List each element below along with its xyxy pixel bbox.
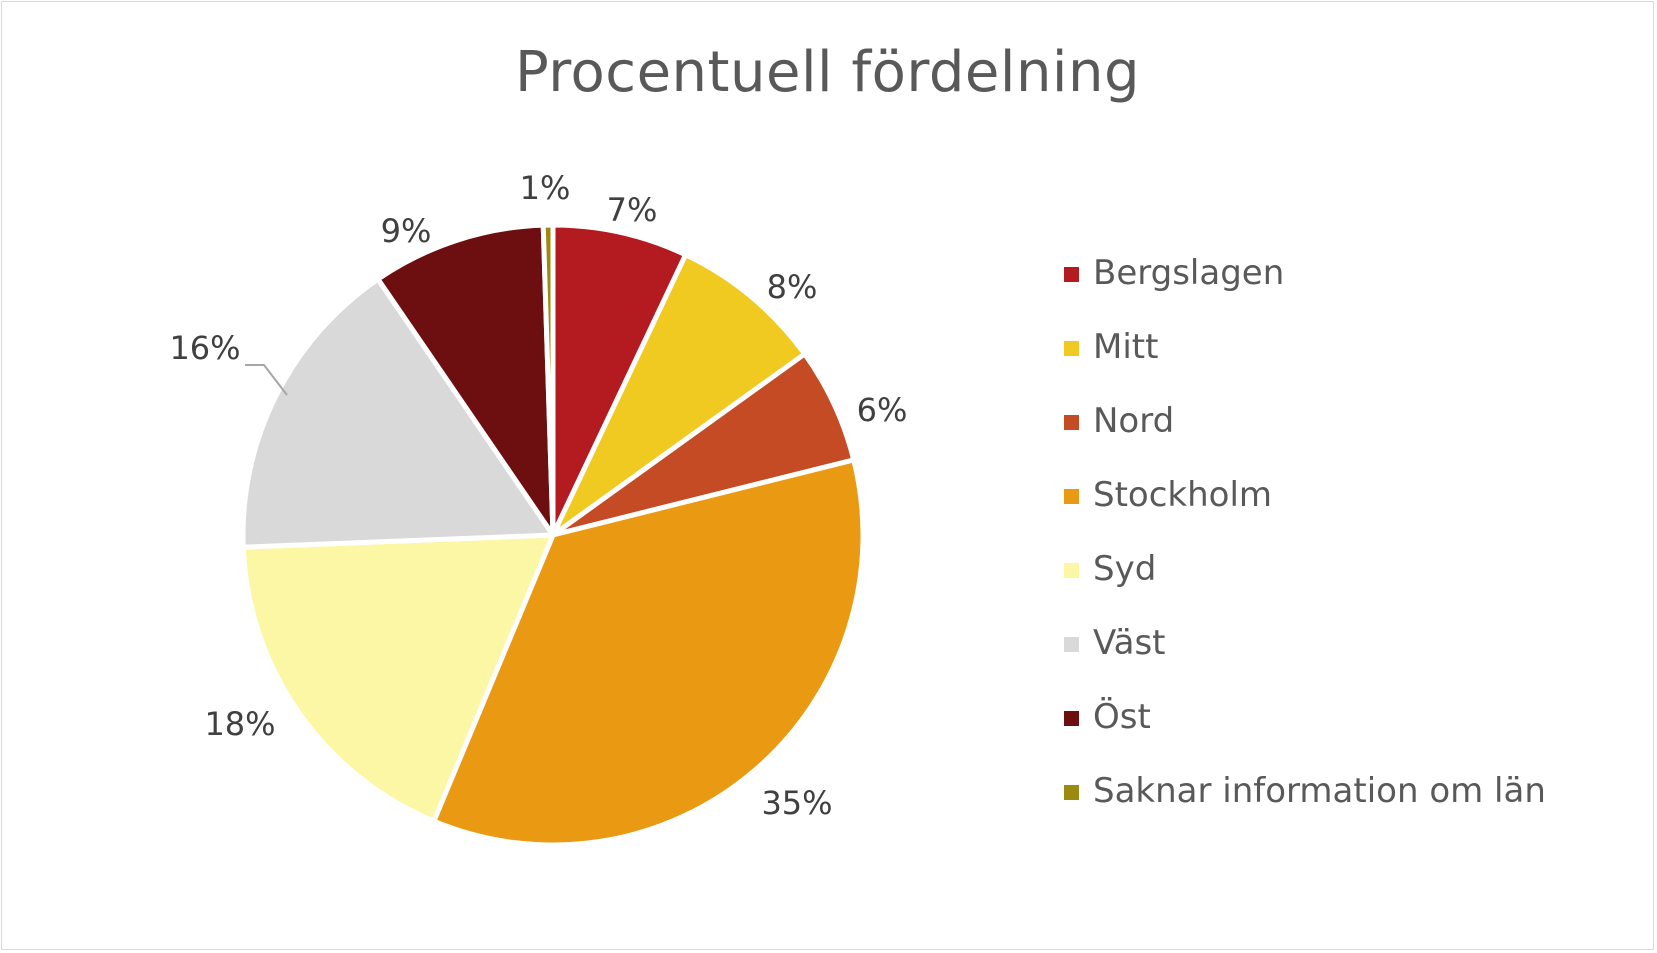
data-label: 16%	[169, 329, 240, 367]
data-label: 35%	[761, 784, 832, 822]
legend-swatch	[1064, 711, 1079, 726]
pie-slice-syd	[240, 532, 556, 824]
data-label: 9%	[381, 212, 432, 250]
leader-line	[245, 364, 288, 396]
pie-slice-mitt	[550, 252, 808, 538]
legend: Bergslagen Mitt Nord Stockholm Syd Väst Öst Sak…	[1064, 248, 1624, 840]
legend-swatch	[1064, 341, 1079, 356]
legend-swatch	[1064, 637, 1079, 652]
legend-item: Bergslagen	[1064, 248, 1624, 322]
legend-label: Öst	[1093, 697, 1151, 737]
legend-label: Stockholm	[1093, 475, 1273, 515]
legend-label: Väst	[1093, 623, 1166, 663]
pie-slice-stockholm	[431, 457, 866, 848]
legend-swatch	[1064, 489, 1079, 504]
pie-slice-v-st	[240, 276, 556, 550]
pie-slice-bergslagen	[550, 222, 689, 538]
legend-label: Saknar information om län	[1093, 771, 1546, 811]
legend-item: Mitt	[1064, 322, 1624, 396]
legend-item: Stockholm	[1064, 470, 1624, 544]
data-label: 1%	[520, 169, 571, 207]
legend-swatch	[1064, 563, 1079, 578]
data-label: 18%	[204, 705, 275, 743]
chart-title: Procentuell fördelning	[514, 40, 1141, 105]
legend-swatch	[1064, 267, 1079, 282]
pie-slice--st	[375, 222, 556, 538]
legend-item: Syd	[1064, 544, 1624, 618]
pie-slice-saknar-information-om-l-n	[540, 222, 556, 538]
legend-swatch	[1064, 785, 1079, 800]
data-label: 6%	[857, 391, 908, 429]
legend-item: Nord	[1064, 396, 1624, 470]
legend-label: Bergslagen	[1093, 253, 1285, 293]
legend-item: Öst	[1064, 692, 1624, 766]
data-label: 7%	[607, 191, 658, 229]
legend-item: Saknar information om län	[1064, 766, 1624, 840]
legend-label: Mitt	[1093, 327, 1159, 367]
legend-item: Väst	[1064, 618, 1624, 692]
legend-swatch	[1064, 415, 1079, 430]
data-label: 8%	[767, 268, 818, 306]
legend-label: Syd	[1093, 549, 1157, 589]
legend-label: Nord	[1093, 401, 1175, 441]
